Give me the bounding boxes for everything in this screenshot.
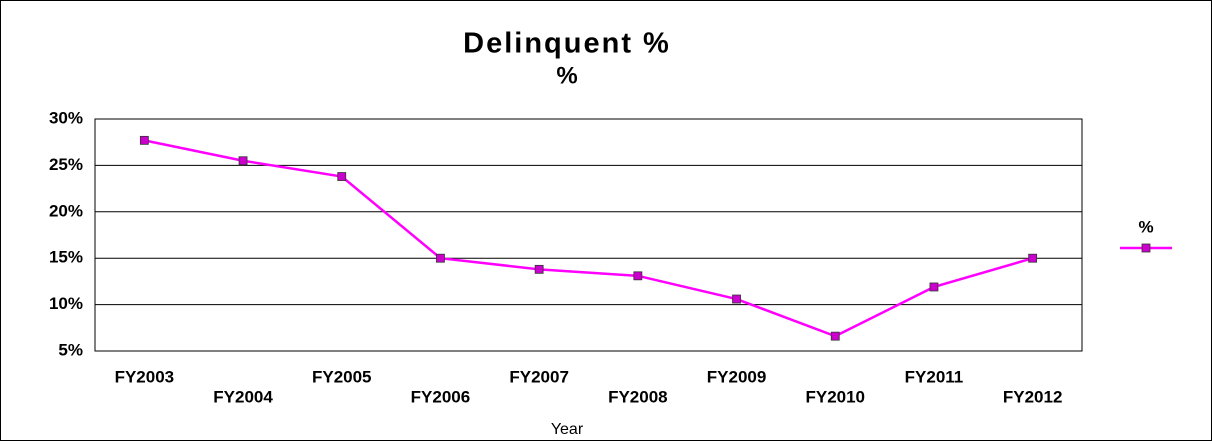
x-tick-label: FY2010 — [805, 387, 865, 406]
chart-subtitle: % — [556, 62, 577, 89]
x-tick-label: FY2008 — [608, 387, 668, 406]
x-tick-label: FY2005 — [312, 367, 372, 386]
x-tick-label: FY2007 — [509, 367, 569, 386]
data-point — [1028, 253, 1038, 263]
y-tick-label: 30% — [49, 108, 83, 127]
legend-label: % — [1138, 217, 1153, 236]
series-line — [144, 139, 1033, 338]
data-point — [436, 253, 445, 263]
x-tick-label: FY2003 — [115, 367, 175, 386]
data-point — [830, 331, 840, 341]
y-tick-label: 20% — [49, 201, 83, 220]
y-tick-label: 10% — [49, 294, 83, 313]
y-tick-label: 25% — [49, 155, 83, 174]
legend-marker — [1141, 243, 1151, 253]
y-tick-label: 5% — [58, 340, 83, 359]
x-tick-label: FY2004 — [213, 387, 273, 406]
x-axis-title: Year — [551, 421, 584, 438]
x-tick-label: FY2012 — [1003, 387, 1063, 406]
data-point — [732, 294, 741, 304]
chart-title: Delinquent % — [463, 28, 671, 60]
x-tick-label: FY2009 — [707, 367, 767, 386]
x-tick-label: FY2006 — [411, 387, 471, 406]
x-tick-label: FY2011 — [905, 367, 964, 386]
plot-area — [94, 118, 1083, 352]
data-point — [238, 156, 248, 166]
data-point — [534, 264, 544, 274]
data-point — [929, 282, 939, 292]
data-point — [633, 271, 643, 281]
data-point — [337, 172, 347, 181]
y-tick-label: 15% — [49, 248, 83, 267]
data-point — [139, 135, 149, 145]
